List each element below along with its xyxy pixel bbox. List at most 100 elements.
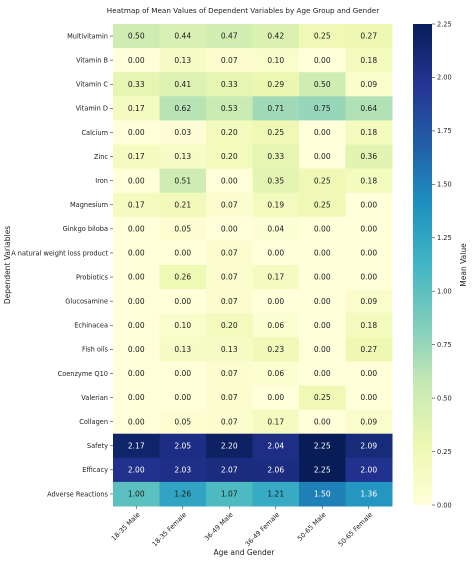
- cell-value-label: 0.00: [128, 56, 145, 65]
- colorbar-tick-label: 0.50: [437, 394, 452, 402]
- cell-value-label: 0.47: [221, 32, 238, 41]
- cell-value-label: 0.00: [360, 393, 377, 402]
- cell-value-label: 0.64: [360, 104, 377, 113]
- y-tick-label: Glucosamine: [65, 297, 108, 305]
- heatmap-cell: [159, 192, 207, 218]
- heatmap-cell: [252, 216, 300, 242]
- heatmap-cell: [206, 313, 253, 338]
- cell-value-label: 0.00: [267, 297, 284, 306]
- cell-value-label: 0.00: [314, 224, 331, 233]
- colorbar-tick-label: 0.00: [437, 501, 452, 509]
- heatmap-cell: [159, 240, 207, 266]
- cell-value-label: 0.00: [128, 417, 145, 426]
- cell-value-label: 0.33: [221, 80, 238, 89]
- heatmap-cell: [252, 144, 300, 170]
- cell-value-label: 0.17: [128, 152, 145, 161]
- cell-value-label: 0.13: [174, 56, 191, 65]
- heatmap-cell: [159, 120, 207, 145]
- cell-value-label: 0.50: [314, 80, 331, 89]
- x-tick-label: 18-35 Male: [110, 511, 142, 543]
- heatmap-cell: [345, 433, 393, 459]
- heatmap-cell: [345, 240, 393, 266]
- cell-value-label: 0.06: [267, 369, 284, 378]
- cell-value-label: 0.00: [314, 249, 331, 258]
- y-tick-label: Adverse Reactions: [47, 490, 108, 498]
- heatmap-cell: [345, 289, 393, 314]
- cell-value-label: 0.13: [221, 345, 238, 354]
- cell-value-label: 1.36: [360, 490, 377, 499]
- cell-value-label: 0.17: [267, 417, 284, 426]
- cell-value-label: 0.33: [128, 80, 145, 89]
- heatmap-cell: [299, 120, 346, 145]
- cell-value-label: 0.27: [360, 32, 377, 41]
- cell-value-label: 2.25: [314, 441, 331, 450]
- cell-value-label: 0.27: [360, 345, 377, 354]
- heatmap-cell: [299, 337, 346, 362]
- heatmap-cell: [206, 337, 253, 362]
- colorbar-tick-label: 1.50: [437, 181, 452, 189]
- heatmap-cell: [113, 168, 160, 194]
- cell-value-label: 0.05: [174, 417, 191, 426]
- cell-value-label: 0.00: [128, 249, 145, 258]
- heatmap-cell: [345, 72, 393, 97]
- heatmap-cell: [206, 361, 253, 386]
- cell-value-label: 2.04: [267, 441, 284, 450]
- heatmap-cell: [206, 120, 253, 145]
- heatmap-cell: [252, 337, 300, 362]
- cell-value-label: 0.00: [128, 273, 145, 282]
- cell-value-label: 0.00: [314, 297, 331, 306]
- y-tick-label: Probiotics: [76, 273, 109, 281]
- heatmap-cell: [252, 96, 300, 121]
- cell-value-label: 0.00: [128, 321, 145, 330]
- heatmap-cell: [345, 361, 393, 386]
- heatmap-cell: [206, 433, 253, 459]
- heatmap-cell: [159, 72, 207, 97]
- y-tick-label: Valerian: [81, 394, 108, 402]
- cell-value-label: 0.35: [267, 176, 284, 185]
- cell-value-label: 0.20: [221, 321, 238, 330]
- cell-value-label: 0.07: [221, 417, 238, 426]
- heatmap-cell: [345, 457, 393, 483]
- cell-value-label: 0.00: [360, 200, 377, 209]
- cell-value-label: 0.00: [174, 249, 191, 258]
- cell-value-label: 2.06: [267, 465, 284, 474]
- heatmap-cell: [159, 216, 207, 242]
- heatmap-cell: [252, 168, 300, 194]
- heatmap-cell: [206, 289, 253, 314]
- cell-value-label: 0.00: [128, 345, 145, 354]
- heatmap-cell: [299, 144, 346, 170]
- cell-value-label: 1.50: [314, 490, 331, 499]
- heatmap-cell: [206, 192, 253, 218]
- heatmap-cell: [159, 337, 207, 362]
- cell-value-label: 2.00: [128, 465, 145, 474]
- heatmap-cell: [159, 24, 207, 49]
- colorbar-label: Mean Value: [459, 243, 468, 287]
- cell-value-label: 0.18: [360, 176, 377, 185]
- heatmap-cell: [113, 361, 160, 386]
- colorbar-tick-label: 1.25: [437, 234, 452, 242]
- heatmap-cell: [252, 240, 300, 266]
- cell-value-label: 0.13: [174, 152, 191, 161]
- cell-value-label: 0.07: [221, 273, 238, 282]
- colorbar-tick-label: 2.25: [437, 20, 452, 28]
- x-tick-label: 36-49 Female: [244, 511, 282, 549]
- cell-value-label: 0.00: [174, 393, 191, 402]
- heatmap-cell: [345, 216, 393, 242]
- cell-value-label: 0.00: [128, 128, 145, 137]
- heatmap-cell: [206, 24, 253, 49]
- cell-value-label: 2.05: [174, 441, 191, 450]
- cell-value-label: 0.00: [221, 176, 238, 185]
- heatmap-cell: [252, 385, 300, 411]
- heatmap-cell: [159, 168, 207, 194]
- x-tick-label: 18-35 Female: [151, 511, 189, 549]
- heatmap-cell: [299, 192, 346, 218]
- heatmap-cell: [299, 48, 346, 73]
- cell-value-label: 2.03: [174, 465, 191, 474]
- cell-value-label: 0.03: [174, 128, 191, 137]
- cell-value-label: 0.00: [314, 56, 331, 65]
- cell-value-label: 0.18: [360, 128, 377, 137]
- colorbar-tick-label: 2.00: [437, 74, 452, 82]
- cell-value-label: 0.07: [221, 56, 238, 65]
- y-tick-label: Coenzyme Q10: [58, 370, 108, 378]
- heatmap-cell: [113, 144, 160, 170]
